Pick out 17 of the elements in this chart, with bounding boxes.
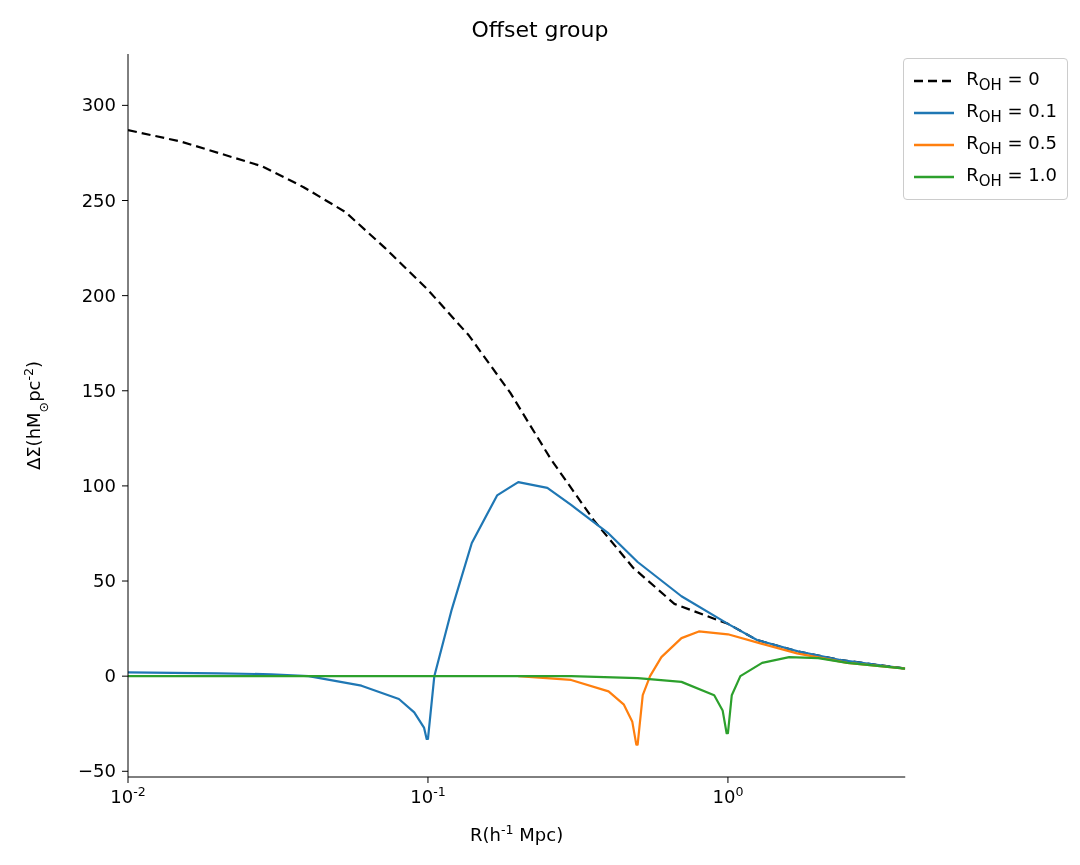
legend-label: R$_{OH}$ = 0.1: [966, 100, 1057, 126]
legend-label: R$_{OH}$ = 1.0: [966, 164, 1057, 190]
y-tick-label: 100: [81, 474, 116, 496]
x-tick-label: 10$^{-2}$: [110, 783, 146, 807]
legend-label: R$_{OH}$ = 0: [966, 68, 1040, 94]
y-tick-label: 300: [81, 94, 116, 116]
y-tick-label: 50: [93, 570, 116, 592]
y-tick-label: −50: [78, 760, 116, 782]
chart-title: Offset group: [471, 17, 609, 42]
x-tick-label: 10$^{-1}$: [410, 783, 446, 807]
y-tick-label: 0: [104, 665, 116, 687]
legend-label: R$_{OH}$ = 0.5: [966, 132, 1057, 158]
x-axis-title: R(h$^{-1}$ Mpc): [470, 821, 564, 845]
y-tick-label: 200: [81, 284, 116, 306]
x-tick-label: 10$^{0}$: [712, 783, 744, 807]
y-tick-label: 250: [81, 189, 116, 211]
y-tick-label: 150: [81, 379, 116, 401]
